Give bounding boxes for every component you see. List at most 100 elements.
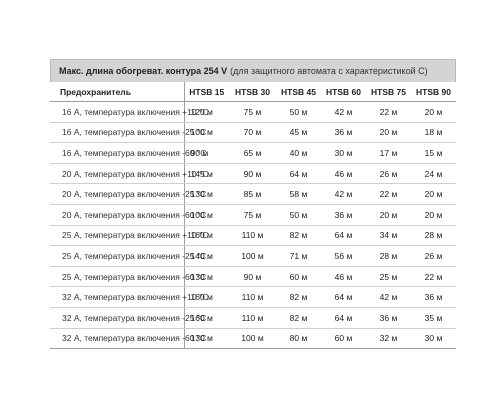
length-cell: 130 м xyxy=(184,266,229,288)
table-row: 16 А, температура включения -60 °С 90 м 65… xyxy=(50,142,456,164)
length-cell: 25 м xyxy=(366,266,411,288)
length-cell: 45 м xyxy=(276,122,321,144)
fuse-cell: 25 А, температура включения +10 °С xyxy=(50,224,209,247)
column-header-htsb90: HTSB 90 xyxy=(411,82,456,102)
length-cell: 46 м xyxy=(321,266,366,288)
length-cell: 82 м xyxy=(276,286,321,308)
length-cell: 17 м xyxy=(366,142,411,164)
fuse-cell: 20 А, температура включения -60 °С xyxy=(50,204,206,226)
length-cell: 145 м xyxy=(184,162,229,185)
length-cell: 42 м xyxy=(366,286,411,308)
column-header-fuse: Предохранитель xyxy=(50,82,185,102)
header-row: Предохранитель HTSB 15 HTSB 30 HTSB 45 H… xyxy=(50,82,456,102)
length-cell: 22 м xyxy=(366,183,411,205)
length-cell: 32 м xyxy=(366,328,411,350)
length-cell: 110 м xyxy=(229,286,276,308)
length-cell: 100 м xyxy=(229,328,276,350)
length-cell: 36 м xyxy=(366,307,411,329)
length-cell: 71 м xyxy=(276,245,321,267)
length-cell: 64 м xyxy=(321,307,366,329)
column-header-htsb45: HTSB 45 xyxy=(276,82,321,102)
length-cell: 24 м xyxy=(411,162,456,185)
length-cell: 75 м xyxy=(229,101,276,123)
length-cell: 85 м xyxy=(229,183,276,205)
length-cell: 64 м xyxy=(276,162,321,185)
length-cell: 34 м xyxy=(366,224,411,247)
length-cell: 160 м xyxy=(184,307,229,329)
length-cell: 20 м xyxy=(411,183,456,205)
length-cell: 82 м xyxy=(276,307,321,329)
length-cell: 160 м xyxy=(184,224,229,247)
length-cell: 64 м xyxy=(321,224,366,247)
column-header-htsb75: HTSB 75 xyxy=(366,82,411,102)
fuse-cell: 16 А, температура включения -25 °С xyxy=(50,122,206,144)
length-cell: 28 м xyxy=(411,224,456,247)
length-cell: 80 м xyxy=(276,328,321,350)
length-cell: 100 м xyxy=(184,204,229,226)
length-cell: 36 м xyxy=(321,122,366,144)
length-cell: 90 м xyxy=(229,162,276,185)
fuse-cell: 32 А, температура включения +10 °С xyxy=(50,286,209,308)
length-cell: 50 м xyxy=(276,204,321,226)
length-cell: 82 м xyxy=(276,224,321,247)
length-cell: 110 м xyxy=(229,224,276,247)
length-cell: 65 м xyxy=(229,142,276,164)
length-cell: 40 м xyxy=(276,142,321,164)
length-cell: 70 м xyxy=(229,122,276,144)
length-cell: 26 м xyxy=(411,245,456,267)
length-cell: 35 м xyxy=(411,307,456,329)
column-header-htsb15: HTSB 15 xyxy=(184,82,229,102)
length-cell: 130 м xyxy=(184,183,229,205)
length-cell: 50 м xyxy=(276,101,321,123)
length-cell: 90 м xyxy=(184,142,229,164)
max-length-table: Предохранитель HTSB 15 HTSB 30 HTSB 45 H… xyxy=(50,82,456,350)
fuse-cell: 20 А, температура включения +10 °С xyxy=(50,162,209,185)
length-cell: 20 м xyxy=(411,204,456,226)
length-cell: 140 м xyxy=(184,245,229,267)
length-cell: 42 м xyxy=(321,101,366,123)
length-cell: 20 м xyxy=(366,122,411,144)
length-cell: 90 м xyxy=(229,266,276,288)
length-cell: 58 м xyxy=(276,183,321,205)
length-cell: 26 м xyxy=(366,162,411,185)
column-header-htsb30: HTSB 30 xyxy=(229,82,276,102)
length-cell: 46 м xyxy=(321,162,366,185)
length-cell: 22 м xyxy=(411,266,456,288)
fuse-cell: 25 А, температура включения -25 °С xyxy=(50,245,206,267)
fuse-cell: 20 А, температура включения -25 °С xyxy=(50,183,206,205)
fuse-cell: 25 А, температура включения -60 °С xyxy=(50,266,206,288)
table-title: Макс. длина обогреват. контура 254 V (дл… xyxy=(50,59,456,82)
length-cell: 20 м xyxy=(366,204,411,226)
length-cell: 60 м xyxy=(276,266,321,288)
length-cell: 64 м xyxy=(321,286,366,308)
fuse-cell: 16 А, температура включения +10 °С xyxy=(50,101,209,123)
length-cell: 160 м xyxy=(184,286,229,308)
length-cell: 75 м xyxy=(229,204,276,226)
length-cell: 30 м xyxy=(411,328,456,350)
length-cell: 28 м xyxy=(366,245,411,267)
length-cell: 36 м xyxy=(411,286,456,308)
table-title-note: (для защитного автомата с характеристико… xyxy=(230,66,428,76)
length-cell: 15 м xyxy=(411,142,456,164)
length-cell: 120 м xyxy=(184,101,229,123)
length-cell: 22 м xyxy=(366,101,411,123)
fuse-cell: 16 А, температура включения -60 °С xyxy=(50,142,206,164)
length-cell: 110 м xyxy=(229,307,276,329)
length-cell: 18 м xyxy=(411,122,456,144)
length-cell: 36 м xyxy=(321,204,366,226)
length-cell: 60 м xyxy=(321,328,366,350)
length-cell: 30 м xyxy=(321,142,366,164)
length-cell: 100 м xyxy=(229,245,276,267)
length-cell: 42 м xyxy=(321,183,366,205)
fuse-cell: 32 А, температура включения -60 °С xyxy=(50,328,206,350)
